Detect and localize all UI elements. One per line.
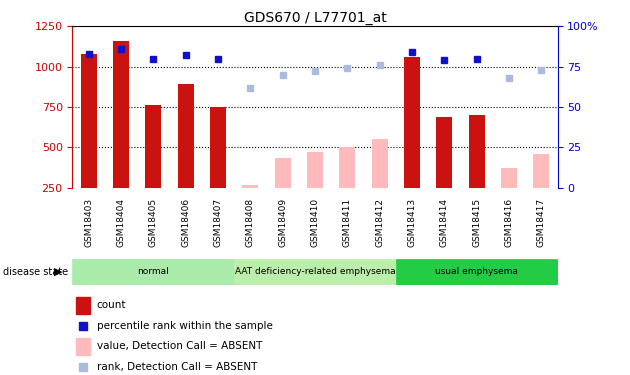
Text: GSM18416: GSM18416 bbox=[505, 198, 513, 248]
Bar bbox=[436, 117, 452, 188]
Text: GSM18412: GSM18412 bbox=[375, 198, 384, 247]
Text: GSM18403: GSM18403 bbox=[84, 198, 93, 248]
Text: GSM18413: GSM18413 bbox=[408, 198, 416, 248]
Bar bbox=[469, 115, 485, 188]
Bar bbox=[76, 297, 90, 314]
Bar bbox=[242, 185, 258, 188]
Text: GSM18407: GSM18407 bbox=[214, 198, 222, 248]
Text: AAT deficiency-related emphysema: AAT deficiency-related emphysema bbox=[235, 267, 395, 276]
Bar bbox=[113, 41, 129, 188]
Text: GSM18404: GSM18404 bbox=[117, 198, 125, 247]
Bar bbox=[178, 84, 194, 188]
Text: value, Detection Call = ABSENT: value, Detection Call = ABSENT bbox=[97, 342, 262, 351]
Bar bbox=[396, 259, 558, 285]
Bar bbox=[339, 147, 355, 188]
Bar bbox=[533, 154, 549, 188]
Text: GSM18415: GSM18415 bbox=[472, 198, 481, 248]
Bar bbox=[372, 139, 387, 188]
Bar bbox=[81, 54, 97, 188]
Text: percentile rank within the sample: percentile rank within the sample bbox=[97, 321, 273, 331]
Bar bbox=[145, 105, 161, 188]
Text: ▶: ▶ bbox=[54, 267, 63, 277]
Bar bbox=[72, 259, 234, 285]
Bar bbox=[501, 168, 517, 188]
Text: GSM18410: GSM18410 bbox=[311, 198, 319, 248]
Text: GSM18405: GSM18405 bbox=[149, 198, 158, 248]
Text: GSM18409: GSM18409 bbox=[278, 198, 287, 248]
Bar bbox=[275, 159, 291, 188]
Bar bbox=[234, 259, 396, 285]
Text: rank, Detection Call = ABSENT: rank, Detection Call = ABSENT bbox=[97, 362, 257, 372]
Text: GSM18414: GSM18414 bbox=[440, 198, 449, 247]
Bar bbox=[210, 107, 226, 188]
Text: GSM18408: GSM18408 bbox=[246, 198, 255, 248]
Text: count: count bbox=[97, 300, 126, 310]
Text: GSM18411: GSM18411 bbox=[343, 198, 352, 248]
Text: GSM18406: GSM18406 bbox=[181, 198, 190, 248]
Bar bbox=[404, 57, 420, 188]
Title: GDS670 / L77701_at: GDS670 / L77701_at bbox=[244, 11, 386, 25]
Bar bbox=[76, 338, 90, 355]
Text: usual emphysema: usual emphysema bbox=[435, 267, 518, 276]
Text: disease state: disease state bbox=[3, 267, 68, 277]
Text: GSM18417: GSM18417 bbox=[537, 198, 546, 248]
Bar bbox=[307, 152, 323, 188]
Text: normal: normal bbox=[137, 267, 169, 276]
